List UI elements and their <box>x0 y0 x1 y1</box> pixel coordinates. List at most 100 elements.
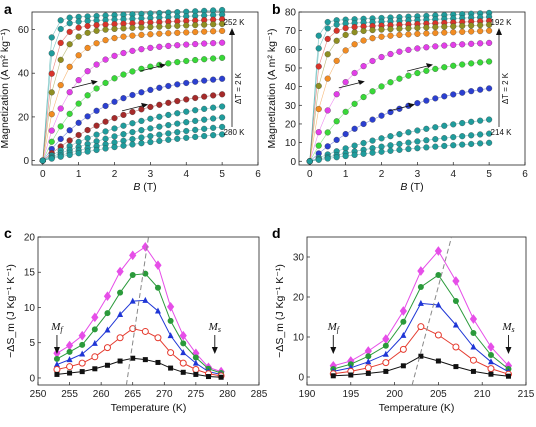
isotherm-point <box>48 70 55 77</box>
isotherm-point <box>93 22 100 29</box>
y-tick-label: 10 <box>24 303 36 314</box>
isotherm-point <box>432 95 439 102</box>
x-tick-label: 200 <box>386 389 403 400</box>
x-tick-label: 270 <box>156 389 173 400</box>
isotherm-point <box>66 127 73 134</box>
isotherm-point <box>450 62 457 69</box>
isotherm-point <box>210 21 217 28</box>
data-point <box>487 365 495 373</box>
isotherm-point <box>414 30 421 37</box>
data-point <box>470 368 476 374</box>
isotherm-point <box>138 117 145 124</box>
isotherm-point <box>183 127 190 135</box>
panel-letter-b: b <box>272 1 281 17</box>
data-point <box>116 266 124 277</box>
isotherm-point <box>306 158 313 165</box>
isotherm-point <box>147 23 154 31</box>
isotherm-point <box>111 98 118 105</box>
isotherm-point <box>111 115 118 122</box>
data-point <box>79 350 86 357</box>
y-tick-label: 15 <box>24 268 36 279</box>
isotherm-point <box>219 39 226 46</box>
isotherm-point <box>441 122 448 129</box>
isotherm-point <box>396 48 403 55</box>
isotherm-point <box>405 145 412 153</box>
isotherm-point <box>333 21 340 28</box>
isotherm-point <box>360 37 367 44</box>
isotherm-point <box>120 122 127 129</box>
isotherm-point <box>129 136 136 143</box>
data-point <box>452 276 460 286</box>
entropy-series <box>54 355 224 380</box>
data-point <box>67 370 73 376</box>
isotherm-point <box>192 133 199 140</box>
data-point <box>154 284 161 291</box>
data-point <box>400 318 407 325</box>
isotherm-point <box>138 31 145 38</box>
isotherm-point <box>57 39 64 46</box>
isotherm-point <box>48 155 55 162</box>
isotherm-point <box>93 40 100 47</box>
y-tick-label: 20 <box>285 119 297 130</box>
isotherm-point <box>147 86 154 93</box>
y-axis-label: Magnetization (A m² kg⁻¹) <box>266 29 278 149</box>
isotherm-point <box>165 42 172 49</box>
isotherm-point <box>477 86 484 93</box>
isotherm-point <box>201 40 208 47</box>
isotherm-point <box>432 136 439 143</box>
isotherm-point <box>57 105 64 112</box>
isotherm-point <box>477 59 484 66</box>
isotherm-point <box>156 137 163 144</box>
isotherm-point <box>147 138 154 146</box>
isotherm-point <box>93 61 100 68</box>
isotherm-point <box>477 28 484 35</box>
data-point <box>78 359 86 367</box>
y-tick-label: 30 <box>293 253 305 264</box>
isotherm-point <box>450 29 457 36</box>
isotherm-point <box>342 25 349 32</box>
isotherm-point <box>405 31 412 38</box>
isotherm-point <box>192 78 199 85</box>
x-tick-label: 285 <box>251 389 268 400</box>
isotherm-point <box>147 44 154 51</box>
data-point <box>218 374 224 380</box>
isotherm-point <box>93 85 100 92</box>
isotherm-point <box>66 110 73 117</box>
data-point <box>154 260 162 271</box>
isotherm-point <box>210 92 217 99</box>
data-point <box>470 343 477 350</box>
data-point <box>129 250 137 261</box>
sweep-arrowhead <box>90 79 98 85</box>
isotherm-point <box>57 17 64 24</box>
axes-frame <box>298 11 526 166</box>
data-point <box>382 342 389 349</box>
isotherm-point <box>66 137 73 144</box>
sweep-arrow <box>338 81 363 89</box>
isotherm-point <box>459 22 466 30</box>
isotherm-point <box>369 57 376 65</box>
isotherm-point <box>75 119 82 126</box>
isotherm-point <box>423 30 430 37</box>
data-point <box>129 297 136 304</box>
y-tick-label: 30 <box>285 101 297 112</box>
isotherm-point <box>432 43 439 50</box>
entropy-series <box>330 272 512 372</box>
sweep-arrowhead <box>158 63 166 69</box>
data-point <box>129 272 136 279</box>
isotherm-point <box>342 79 349 86</box>
isotherm-point <box>66 41 73 48</box>
isotherm-point <box>174 110 181 117</box>
data-point <box>487 342 495 352</box>
isotherm-point <box>369 137 376 144</box>
isotherm-point <box>183 29 190 36</box>
isotherm-point <box>468 88 475 95</box>
isotherm-point <box>102 37 109 44</box>
isotherm-series <box>306 27 493 165</box>
panel-letter-c: c <box>4 225 12 241</box>
panel-letter-a: a <box>4 1 12 17</box>
isotherm-point <box>147 103 154 111</box>
isotherm-point <box>423 144 430 151</box>
isotherm-point <box>219 75 226 82</box>
isotherm-point <box>138 89 145 96</box>
isotherm-point <box>387 142 394 149</box>
